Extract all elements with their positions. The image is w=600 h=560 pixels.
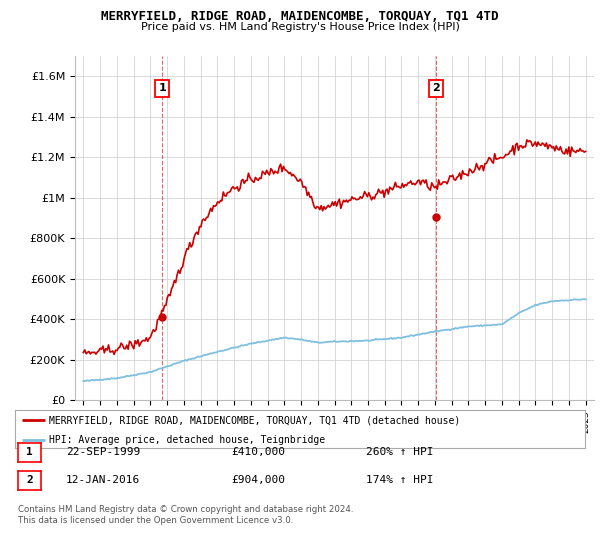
Text: 1: 1	[158, 83, 166, 94]
Text: 1: 1	[26, 447, 33, 458]
Text: £904,000: £904,000	[231, 475, 285, 486]
Text: Price paid vs. HM Land Registry's House Price Index (HPI): Price paid vs. HM Land Registry's House …	[140, 22, 460, 32]
Text: 2: 2	[26, 475, 33, 486]
Text: Contains HM Land Registry data © Crown copyright and database right 2024.
This d: Contains HM Land Registry data © Crown c…	[18, 505, 353, 525]
Text: 174% ↑ HPI: 174% ↑ HPI	[366, 475, 433, 486]
Text: 12-JAN-2016: 12-JAN-2016	[66, 475, 140, 486]
Text: MERRYFIELD, RIDGE ROAD, MAIDENCOMBE, TORQUAY, TQ1 4TD: MERRYFIELD, RIDGE ROAD, MAIDENCOMBE, TOR…	[101, 10, 499, 23]
Text: 260% ↑ HPI: 260% ↑ HPI	[366, 447, 433, 458]
Text: MERRYFIELD, RIDGE ROAD, MAIDENCOMBE, TORQUAY, TQ1 4TD (detached house): MERRYFIELD, RIDGE ROAD, MAIDENCOMBE, TOR…	[49, 415, 460, 425]
Text: 2: 2	[432, 83, 439, 94]
Text: HPI: Average price, detached house, Teignbridge: HPI: Average price, detached house, Teig…	[49, 435, 325, 445]
Text: 22-SEP-1999: 22-SEP-1999	[66, 447, 140, 458]
Text: £410,000: £410,000	[231, 447, 285, 458]
